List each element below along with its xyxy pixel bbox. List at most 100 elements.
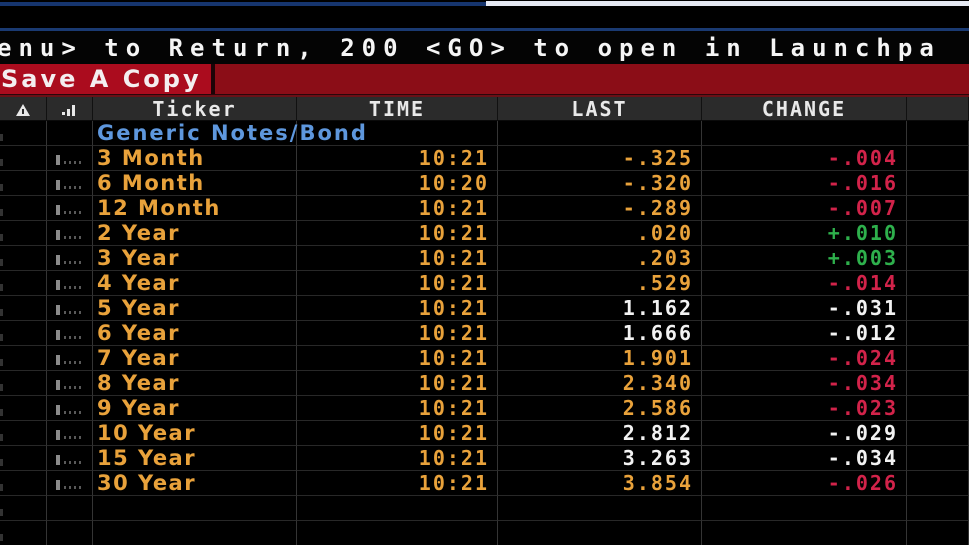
change-cell: -.004 — [702, 146, 907, 171]
time-cell: 10:21 — [297, 371, 498, 396]
mini-chart-cell — [47, 346, 93, 371]
last-cell: 2.340 — [498, 371, 702, 396]
header-last[interactable]: LAST — [498, 97, 702, 121]
alert-cell — [0, 421, 47, 446]
ticker-cell[interactable]: 6 Year — [93, 321, 297, 346]
group-filler-cell — [702, 121, 907, 146]
empty-row — [0, 496, 969, 521]
ticker-cell[interactable]: 7 Year — [93, 346, 297, 371]
change-cell — [702, 496, 907, 521]
spacer-cell — [907, 421, 969, 446]
group-chart-cell — [47, 121, 93, 146]
ticker-cell[interactable]: 10 Year — [93, 421, 297, 446]
ticker-cell[interactable]: 9 Year — [93, 396, 297, 421]
alert-cell — [0, 471, 47, 496]
ticker-cell[interactable]: 8 Year — [93, 371, 297, 396]
table-body: 3 Month 10:21 -.325 -.004 6 Month 10:20 -.320-… — [0, 146, 969, 545]
alert-triangle-icon — [16, 97, 30, 120]
last-cell: -.325 — [498, 146, 702, 171]
table-row[interactable]: 4 Year 10:21.529 -.014 — [0, 271, 969, 296]
bond-monitor-table: Ticker TIME LAST CHANGE Generic Notes/Bo… — [0, 95, 969, 545]
table-row[interactable]: 30 Year 10:21 3.854 -.026 — [0, 471, 969, 496]
mini-chart-cell — [47, 296, 93, 321]
table-row[interactable]: 8 Year 10:21 2.340 -.034 — [0, 371, 969, 396]
title-bar-accent-left — [0, 2, 486, 6]
change-cell: -.034 — [702, 446, 907, 471]
table-row[interactable]: 6 Month 10:20 -.320 -.016 — [0, 171, 969, 196]
title-bar-accent-right — [486, 1, 969, 6]
mini-bar-dots-icon — [56, 225, 84, 244]
group-label[interactable]: Generic Notes/Bond — [93, 121, 366, 146]
time-cell: 10:21 — [297, 221, 498, 246]
table-row[interactable]: 15 Year 10:21 3.263 -.034 — [0, 446, 969, 471]
ticker-cell[interactable]: 12 Month — [93, 196, 297, 221]
change-cell: -.031 — [702, 296, 907, 321]
mini-chart-cell — [47, 146, 93, 171]
header-time[interactable]: TIME — [297, 97, 498, 121]
change-cell: -.014 — [702, 271, 907, 296]
spacer-cell — [907, 246, 969, 271]
header-ticker[interactable]: Ticker — [93, 97, 297, 121]
change-cell: -.024 — [702, 346, 907, 371]
mini-chart-cell — [47, 221, 93, 246]
save-a-copy-button[interactable]: Save A Copy — [0, 64, 215, 94]
change-cell — [702, 521, 907, 545]
last-cell: -.289 — [498, 196, 702, 221]
table-row[interactable]: 3 Month 10:21 -.325 -.004 — [0, 146, 969, 171]
table-row[interactable]: 2 Year 10:21.020 +.010 — [0, 221, 969, 246]
change-cell: -.029 — [702, 421, 907, 446]
ticker-cell[interactable]: 30 Year — [93, 471, 297, 496]
table-row[interactable]: 10 Year 10:21 2.812 -.029 — [0, 421, 969, 446]
ticker-cell[interactable]: 2 Year — [93, 221, 297, 246]
header-chart-column[interactable] — [47, 97, 93, 121]
time-cell: 10:20 — [297, 171, 498, 196]
spacer-cell — [907, 321, 969, 346]
mini-bar-dots-icon — [56, 300, 84, 319]
time-cell: 10:21 — [297, 321, 498, 346]
group-row[interactable]: Generic Notes/Bond — [0, 121, 969, 146]
mini-bar-dots-icon — [56, 400, 84, 419]
mini-bar-dots-icon — [56, 375, 84, 394]
mini-chart-cell — [47, 421, 93, 446]
table-row[interactable]: 5 Year 10:21 1.162 -.031 — [0, 296, 969, 321]
change-cell: -.023 — [702, 396, 907, 421]
alert-cell — [0, 296, 47, 321]
ticker-cell[interactable]: 3 Year — [93, 246, 297, 271]
table-header-row: Ticker TIME LAST CHANGE — [0, 95, 969, 121]
table-row[interactable]: 12 Month 10:21 -.289 -.007 — [0, 196, 969, 221]
ticker-cell — [93, 496, 297, 521]
table-row[interactable]: 9 Year 10:21 2.586 -.023 — [0, 396, 969, 421]
save-a-copy-label: Save A Copy — [1, 65, 202, 93]
time-cell: 10:21 — [297, 296, 498, 321]
mini-chart-cell — [47, 396, 93, 421]
toolbar: Save A Copy — [0, 64, 969, 95]
empty-row — [0, 521, 969, 545]
header-alert-column[interactable] — [0, 97, 47, 121]
table-row[interactable]: 6 Year 10:21 1.666 -.012 — [0, 321, 969, 346]
ticker-cell — [93, 521, 297, 545]
time-cell: 10:21 — [297, 346, 498, 371]
change-cell: -.012 — [702, 321, 907, 346]
spacer-cell — [907, 221, 969, 246]
last-cell: 1.162 — [498, 296, 702, 321]
header-change[interactable]: CHANGE — [702, 97, 907, 121]
time-cell: 10:21 — [297, 246, 498, 271]
message-bar: enu> to Return, 200 <GO> to open in Laun… — [0, 31, 969, 64]
mini-chart-cell — [47, 471, 93, 496]
last-cell — [498, 496, 702, 521]
ticker-cell[interactable]: 5 Year — [93, 296, 297, 321]
ticker-cell[interactable]: 6 Month — [93, 171, 297, 196]
table-row[interactable]: 7 Year 10:21 1.901 -.024 — [0, 346, 969, 371]
ticker-cell[interactable]: 3 Month — [93, 146, 297, 171]
time-cell: 10:21 — [297, 471, 498, 496]
table-row[interactable]: 3 Year 10:21.203 +.003 — [0, 246, 969, 271]
last-cell: 1.901 — [498, 346, 702, 371]
ticker-cell[interactable]: 4 Year — [93, 271, 297, 296]
title-bar-underline — [0, 28, 969, 31]
last-cell: .529 — [498, 271, 702, 296]
mini-bar-dots-icon — [56, 175, 84, 194]
time-cell: 10:21 — [297, 271, 498, 296]
spacer-cell — [907, 471, 969, 496]
ticker-cell[interactable]: 15 Year — [93, 446, 297, 471]
mini-chart-cell — [47, 496, 93, 521]
